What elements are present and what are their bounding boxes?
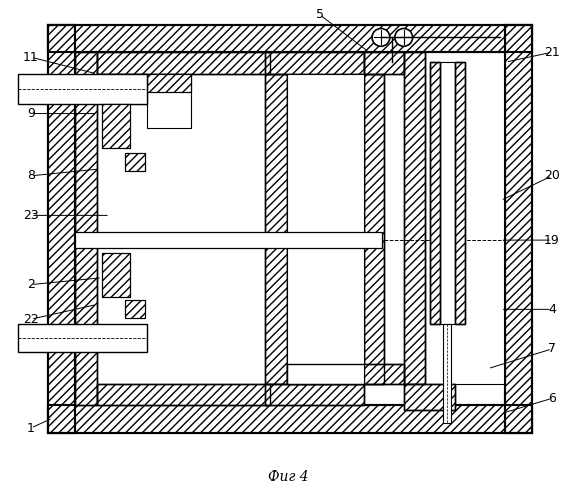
Bar (18, 324, 146, 352)
Bar (455, 62, 465, 324)
Bar (266, 52, 364, 74)
Bar (97, 52, 270, 74)
Bar (505, 24, 532, 433)
Bar (404, 52, 426, 384)
Bar (97, 52, 270, 74)
Text: 20: 20 (544, 170, 560, 182)
Bar (404, 384, 455, 410)
Bar (266, 74, 287, 384)
Bar (48, 406, 532, 433)
Bar (102, 104, 130, 148)
Bar (426, 52, 505, 384)
Bar (364, 52, 404, 74)
Bar (48, 24, 532, 52)
Bar (125, 153, 145, 171)
Bar (48, 24, 75, 433)
Text: 21: 21 (544, 46, 560, 59)
Text: 1: 1 (27, 422, 35, 434)
Bar (266, 384, 364, 406)
Bar (75, 52, 97, 406)
Bar (125, 300, 145, 318)
Bar (102, 104, 130, 148)
Text: 5: 5 (316, 8, 324, 21)
Text: Фиг 4: Фиг 4 (268, 470, 308, 484)
Bar (48, 24, 75, 433)
Text: 11: 11 (23, 50, 39, 64)
Bar (266, 384, 364, 406)
Bar (75, 232, 382, 248)
Bar (97, 384, 270, 406)
Bar (146, 74, 191, 128)
Circle shape (395, 28, 412, 46)
Text: 7: 7 (548, 342, 556, 355)
Bar (146, 74, 191, 92)
Text: 2: 2 (27, 278, 35, 291)
Bar (444, 324, 451, 423)
Bar (287, 364, 404, 384)
Bar (48, 406, 532, 433)
Bar (102, 74, 146, 104)
Bar (97, 384, 270, 406)
Bar (146, 74, 191, 92)
Bar (75, 52, 97, 406)
Bar (18, 74, 146, 104)
Bar (364, 74, 384, 384)
Bar (48, 24, 532, 52)
Bar (266, 74, 287, 384)
Text: 19: 19 (544, 234, 560, 246)
Bar (455, 62, 465, 324)
Bar (505, 24, 532, 433)
Text: 23: 23 (23, 209, 39, 222)
Bar (266, 52, 364, 74)
Bar (440, 62, 455, 324)
Bar (287, 74, 364, 384)
Bar (102, 253, 130, 298)
Bar (102, 74, 146, 104)
Bar (404, 384, 455, 410)
Bar (125, 300, 145, 318)
Bar (287, 364, 404, 384)
Bar (364, 74, 384, 384)
Bar (404, 52, 426, 384)
Text: 9: 9 (27, 107, 35, 120)
Text: 4: 4 (548, 303, 556, 316)
Bar (364, 52, 404, 74)
Text: 6: 6 (548, 392, 556, 405)
Circle shape (372, 28, 390, 46)
Bar (430, 62, 440, 324)
Bar (125, 153, 145, 171)
Bar (430, 62, 440, 324)
Bar (102, 253, 130, 298)
Text: 8: 8 (27, 170, 35, 182)
Text: 22: 22 (23, 312, 39, 326)
